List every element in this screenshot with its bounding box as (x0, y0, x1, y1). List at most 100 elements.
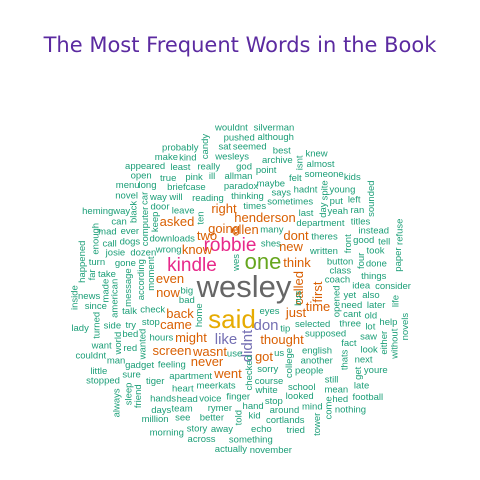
word-sometimes: sometimes (267, 197, 313, 208)
word-better: better (200, 413, 224, 424)
word-american: american (109, 279, 120, 318)
word-written: written (309, 246, 338, 257)
word-shes: shes (261, 238, 281, 249)
word-young: young (329, 185, 355, 196)
word-also: also (362, 290, 379, 301)
word-can: can (111, 216, 126, 227)
word-robbie: robbie (204, 235, 257, 256)
word-see: see (175, 413, 190, 424)
word-ever: ever (121, 226, 139, 237)
word-don: don (253, 317, 278, 334)
word-front: front (343, 234, 354, 253)
word-titles: titles (351, 216, 371, 227)
word-sounded: sounded (366, 180, 377, 216)
word-sure: sure (122, 370, 140, 381)
word-school: school (288, 382, 315, 393)
word-happened: happened (77, 241, 88, 283)
word-man: man (107, 356, 125, 367)
word-check: check (140, 305, 165, 316)
word-told: told (233, 410, 244, 425)
word-although: although (257, 132, 293, 143)
word-home: home (194, 303, 205, 327)
word-according: according (136, 259, 147, 300)
word-took: took (367, 246, 385, 257)
word-know: know (182, 242, 213, 257)
word-dogs: dogs (120, 237, 141, 248)
word-archive: archive (262, 155, 293, 166)
word-across: across (188, 434, 216, 445)
word-four: four (356, 253, 367, 269)
word-actually: actually (215, 444, 247, 455)
word-probably: probably (162, 143, 199, 154)
word-inside: inside (69, 285, 80, 310)
word-story: story (187, 424, 208, 435)
word-thinking: thinking (231, 191, 264, 202)
word-another: another (301, 356, 333, 367)
word-said: said (208, 304, 256, 334)
word-first: first (310, 281, 325, 302)
word-isnt: isnt (295, 155, 306, 170)
word-back: back (166, 306, 194, 321)
word-gone: gone (115, 258, 136, 269)
word-paper: paper (393, 247, 404, 271)
word-need: need (341, 300, 362, 311)
word-things: things (361, 271, 387, 282)
word-silverman: silverman (254, 123, 295, 134)
word-looked: looked (286, 391, 314, 402)
word-turned: turned (91, 312, 102, 339)
word-hed: hed (332, 394, 348, 405)
word-cant: cant (343, 309, 361, 320)
word-still: still (325, 375, 339, 386)
word-left: left (348, 195, 361, 206)
word-either: either (379, 331, 390, 355)
word-computer: computer (140, 207, 151, 247)
word-head: head (177, 394, 198, 405)
word-screen: screen (152, 343, 191, 358)
word-downloads: downloads (149, 233, 195, 244)
word-kid: kid (248, 410, 260, 421)
word-wrong: wrong (155, 244, 182, 255)
word-hand: hand (243, 401, 264, 412)
word-dozen: dozen (130, 247, 156, 258)
word-knew: knew (305, 149, 327, 160)
word-kids: kids (344, 172, 361, 183)
word-think: think (283, 255, 311, 270)
word-hemingway: hemingway (82, 206, 130, 217)
word-last: last (299, 208, 314, 219)
word-idea: idea (352, 281, 371, 292)
word-come: come (323, 396, 334, 419)
word-try: try (125, 320, 136, 331)
word-one: one (245, 249, 282, 274)
word-novels: novels (400, 313, 411, 341)
word-right: right (211, 201, 237, 216)
word-ill: ill (209, 171, 215, 182)
word-car: car (140, 192, 151, 205)
word-yeah: yeah (328, 206, 349, 217)
word-best: best (273, 145, 291, 156)
word-white: white (254, 385, 277, 396)
word-sorry: sorry (257, 364, 278, 375)
word-says: says (271, 188, 291, 199)
word-opened: opened (332, 285, 343, 317)
word-mind: mind (302, 401, 323, 412)
word-tip: tip (280, 323, 290, 334)
word-days: days (151, 405, 171, 416)
word-coach: coach (325, 275, 350, 286)
word-eyes: eyes (259, 306, 279, 317)
word-sat: sat (219, 142, 232, 153)
word-felt: felt (289, 173, 302, 184)
word-help: help (379, 317, 397, 328)
word-far: far (87, 269, 98, 280)
word-tiger: tiger (146, 376, 164, 387)
word-thats: thats (339, 349, 350, 370)
word-called: called (291, 271, 306, 305)
word-lady: lady (71, 323, 89, 334)
word-put: put (330, 196, 344, 207)
word-heart: heart (172, 384, 194, 395)
word-least: least (170, 162, 190, 173)
word-kindle: kindle (167, 255, 217, 276)
word-hands: hands (150, 393, 176, 404)
word-going: going (208, 221, 240, 236)
word-bed: bed (122, 329, 138, 340)
